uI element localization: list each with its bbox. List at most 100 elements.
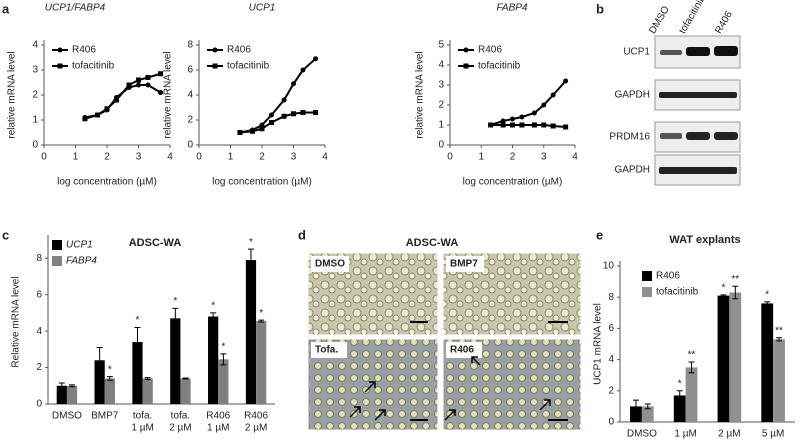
point	[300, 110, 306, 115]
point	[145, 75, 151, 80]
x-tick-label: DMSO	[627, 429, 657, 440]
point	[300, 67, 306, 73]
point	[563, 78, 569, 84]
bar	[170, 318, 181, 404]
x-tick-label: DMSO	[52, 411, 82, 422]
band	[659, 167, 737, 174]
legend-marker	[57, 47, 63, 53]
band	[714, 46, 738, 56]
arrows	[349, 356, 551, 421]
legend-marker	[463, 63, 469, 69]
error-bar	[106, 376, 113, 381]
legend-swatch	[52, 256, 62, 266]
point	[237, 130, 243, 135]
x-tick-label: 1 µM	[674, 429, 696, 440]
error-bar	[210, 312, 217, 321]
chart-title: FABP4	[497, 3, 528, 14]
point	[82, 116, 88, 122]
error-bar	[258, 319, 265, 323]
chart: ADSC-WA Relative mRNA level 0 2 4 6 8 DMSO BMP7 *…	[11, 235, 275, 434]
bar	[208, 316, 219, 404]
error-bar	[247, 248, 254, 272]
western-blot: DMSO tofacitinib R406 UCP1 GAPDH PRDM16 …	[609, 0, 741, 186]
y-tick-label: 2	[187, 115, 193, 126]
band	[686, 132, 710, 140]
significance: *	[173, 296, 177, 307]
x-tick-label: tofa.	[171, 411, 190, 422]
x-tick-label: tofa.	[133, 411, 152, 422]
significance: *	[678, 378, 682, 389]
y-tick-label: 0	[36, 399, 42, 410]
y-tick-label: 2	[438, 100, 444, 111]
x-tick-label: 4	[572, 152, 578, 163]
blot-row: UCP1	[623, 47, 650, 58]
bar	[256, 321, 267, 404]
y-tick-label: 0	[187, 140, 193, 151]
bar	[673, 395, 686, 422]
y-tick-label: 6	[36, 289, 42, 300]
error-bar	[220, 353, 227, 366]
chart: UCP1 relative mRNA level 0 2 4 6 8 0 1 2 3 4 log con…	[163, 3, 329, 188]
point	[145, 82, 151, 88]
micrograph-title: ADSC-WA	[406, 237, 459, 249]
point	[259, 126, 265, 132]
blot-column: R406	[713, 9, 735, 36]
error-bar	[144, 377, 151, 380]
panel-label: d	[298, 227, 306, 242]
x-tick-label: 2	[259, 152, 265, 163]
x-tick-label: R406	[206, 411, 230, 422]
bar	[132, 342, 143, 404]
point	[550, 123, 556, 129]
error-bar	[644, 403, 651, 410]
micrograph-label: BMP7	[450, 259, 478, 270]
y-axis-label: relative mRNA level	[7, 51, 18, 138]
x-tick-label: 3	[136, 152, 142, 163]
bar	[66, 385, 78, 404]
label-box	[446, 342, 482, 358]
bar	[56, 385, 67, 404]
y-tick-label: 4	[32, 40, 38, 51]
x-tick-label: 0	[447, 152, 453, 163]
significance: **	[688, 350, 696, 361]
y-tick-label: 10	[603, 261, 615, 272]
chart-title: UCP1/FABP4	[45, 3, 106, 14]
y-tick-label: 4	[438, 60, 444, 71]
y-tick-label: 2	[608, 385, 614, 396]
point	[291, 111, 296, 117]
bar	[761, 303, 774, 422]
blot-row: GAPDH	[614, 165, 650, 176]
panel-labels: a b c d e	[2, 1, 604, 242]
point	[541, 122, 547, 128]
x-tick-label: R406	[244, 411, 268, 422]
point	[550, 92, 556, 98]
x-tick-label: 0	[196, 152, 202, 163]
y-tick-label: 5	[438, 40, 444, 51]
x-tick-label: 1	[478, 152, 484, 163]
panel-label: b	[596, 1, 604, 16]
x-tick-label: 5 µM	[762, 429, 784, 440]
point	[531, 110, 537, 116]
point	[268, 120, 274, 125]
x-tick-label: 4	[322, 152, 328, 163]
blot-row: PRDM16	[609, 132, 650, 143]
y-tick-label: 0	[438, 140, 444, 151]
bar	[142, 378, 153, 404]
x-axis-label: log concentration (µM)	[463, 177, 563, 188]
blot-column: tofacitinib	[677, 0, 708, 36]
micrograph-label: Tofa.	[315, 345, 338, 356]
label-box	[311, 256, 349, 272]
point	[113, 97, 119, 103]
point	[510, 122, 515, 128]
x-tick-label: 1 µM	[131, 423, 153, 434]
x-tick-label: 1 µM	[207, 423, 229, 434]
point	[250, 128, 256, 134]
blot-column: DMSO	[647, 4, 672, 36]
significance: **	[775, 325, 783, 336]
panel-label: c	[2, 227, 9, 242]
significance: *	[722, 283, 726, 294]
y-tick-label: 1	[438, 120, 444, 131]
y-tick-label: 2	[36, 362, 42, 373]
x-tick-label: 3	[291, 152, 297, 163]
bar	[641, 406, 654, 422]
significance: *	[211, 301, 215, 312]
